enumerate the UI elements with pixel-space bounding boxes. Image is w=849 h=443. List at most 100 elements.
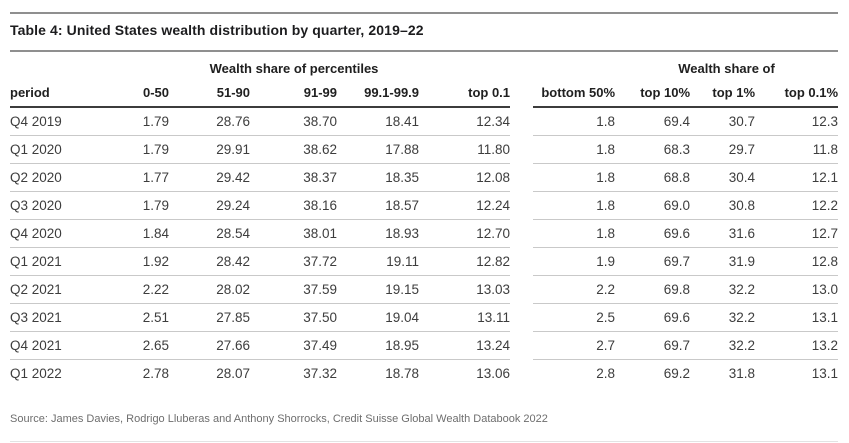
period-cell: Q2 2021	[10, 275, 115, 304]
data-cell: 27.66	[169, 331, 250, 360]
column-header-row: period 0-50 51-90 91-99 99.1-99.9 top 0.…	[10, 79, 511, 108]
wealth-percentiles-table: Wealth share of percentiles period 0-50 …	[10, 52, 511, 388]
data-cell: 11.80	[419, 135, 511, 164]
data-cell: 32.2	[690, 303, 756, 332]
data-cell: 27.85	[169, 303, 250, 332]
group-header-row: Wealth share of percentiles	[10, 52, 510, 79]
data-cell: 37.32	[303, 366, 337, 381]
data-cell: 29.7	[690, 135, 756, 164]
data-cell: 1.9	[533, 247, 616, 276]
data-cell: 69.7	[615, 331, 691, 360]
data-cell: 13.03	[419, 275, 511, 304]
table-row: Q1 2022 2.78 28.07 37.32 18.78 13.06	[10, 360, 510, 388]
data-cell: 2.22	[115, 275, 169, 304]
data-cell: 1.8	[533, 163, 616, 192]
data-cell: 13.1	[811, 366, 839, 381]
table-row: 1.8 69.6 31.6 12.7	[533, 219, 839, 248]
table-row: 2.5 69.6 32.2 13.1	[533, 303, 839, 332]
data-cell: 17.88	[337, 135, 420, 164]
table-row: 1.8 68.8 30.4 12.1	[533, 163, 839, 192]
period-cell: Q1 2021	[10, 247, 115, 276]
data-cell: 1.79	[115, 107, 169, 136]
group-header-spacer	[419, 52, 510, 79]
data-cell: 37.50	[250, 303, 337, 332]
data-cell: 28.54	[169, 219, 250, 248]
data-cell: 30.4	[690, 163, 756, 192]
group-header-wealth-share: Wealth share of	[678, 61, 775, 76]
data-cell: 13.1	[755, 303, 839, 332]
data-cell: 68.8	[615, 163, 691, 192]
table-row: 2.2 69.8 32.2 13.0	[533, 275, 839, 304]
column-header-row: bottom 50% top 10% top 1% top 0.1%	[533, 79, 839, 108]
data-cell: 19.11	[337, 247, 420, 276]
data-cell: 69.6	[615, 303, 691, 332]
data-cell: 28.42	[169, 247, 250, 276]
wealth-share-table: Wealth share of bottom 50% top 10% top 1…	[533, 52, 839, 387]
data-cell: 2.2	[533, 275, 616, 304]
data-cell: 69.0	[615, 191, 691, 220]
data-cell: 32.2	[690, 275, 756, 304]
data-cell: 38.37	[250, 163, 337, 192]
period-cell: Q4 2020	[10, 219, 115, 248]
data-cell: 1.84	[115, 219, 169, 248]
table-row: Q2 2020 1.77 29.42 38.37 18.35 12.08	[10, 163, 511, 192]
table-row: Q4 2021 2.65 27.66 37.49 18.95 13.24	[10, 331, 511, 360]
data-cell: 18.35	[337, 163, 420, 192]
column-header: 99.1-99.9	[337, 79, 420, 108]
group-header-percentiles: Wealth share of percentiles	[209, 61, 379, 76]
column-header-period: period	[10, 79, 115, 108]
data-cell: 28.76	[169, 107, 250, 136]
table-row: 2.7 69.7 32.2 13.2	[533, 331, 839, 360]
period-cell: Q3 2021	[10, 303, 115, 332]
period-cell: Q1 2022	[10, 366, 62, 381]
data-cell: 29.42	[169, 163, 250, 192]
data-cell: 12.2	[755, 191, 839, 220]
wealth-tables: Wealth share of percentiles period 0-50 …	[10, 50, 839, 388]
title-bar: Table 4: United States wealth distributi…	[10, 12, 838, 50]
table-row: Q3 2021 2.51 27.85 37.50 19.04 13.11	[10, 303, 511, 332]
table-row: Q4 2019 1.79 28.76 38.70 18.41 12.34	[10, 107, 511, 136]
table-row: Q4 2020 1.84 28.54 38.01 18.93 12.70	[10, 219, 511, 248]
data-cell: 12.1	[755, 163, 839, 192]
column-header: top 0.1	[419, 79, 511, 108]
group-header-spacer	[533, 52, 615, 79]
data-cell: 30.7	[690, 107, 756, 136]
table-row: Q3 2020 1.79 29.24 38.16 18.57 12.24	[10, 191, 511, 220]
data-cell: 18.78	[385, 366, 420, 381]
data-cell: 12.34	[419, 107, 511, 136]
data-cell: 13.2	[755, 331, 839, 360]
data-cell: 1.79	[115, 135, 169, 164]
data-cell: 37.59	[250, 275, 337, 304]
data-cell: 12.70	[419, 219, 511, 248]
period-cell: Q4 2019	[10, 107, 115, 136]
group-header-row: Wealth share of	[533, 52, 838, 79]
data-cell: 13.06	[476, 366, 511, 381]
data-cell: 2.65	[115, 331, 169, 360]
data-cell: 1.8	[533, 191, 616, 220]
data-cell: 38.70	[250, 107, 337, 136]
data-cell: 69.6	[615, 219, 691, 248]
data-cell: 18.57	[337, 191, 420, 220]
data-cell: 19.04	[337, 303, 420, 332]
data-cell: 12.82	[419, 247, 511, 276]
column-header: bottom 50%	[533, 79, 616, 108]
data-cell: 68.3	[615, 135, 691, 164]
data-cell: 32.2	[690, 331, 756, 360]
data-cell: 1.92	[115, 247, 169, 276]
source-note: Source: James Davies, Rodrigo Lluberas a…	[10, 413, 548, 425]
data-cell: 12.8	[755, 247, 839, 276]
group-header-spacer	[10, 52, 169, 79]
data-cell: 18.93	[337, 219, 420, 248]
data-cell: 31.6	[690, 219, 756, 248]
data-cell: 38.01	[250, 219, 337, 248]
data-cell: 1.8	[533, 107, 616, 136]
column-header: top 0.1%	[755, 79, 839, 108]
data-cell: 13.11	[419, 303, 511, 332]
period-cell: Q2 2020	[10, 163, 115, 192]
data-cell: 12.08	[419, 163, 511, 192]
data-cell: 12.24	[419, 191, 511, 220]
data-cell: 18.41	[337, 107, 420, 136]
data-cell: 1.79	[115, 191, 169, 220]
period-cell: Q3 2020	[10, 191, 115, 220]
period-cell: Q4 2021	[10, 331, 115, 360]
